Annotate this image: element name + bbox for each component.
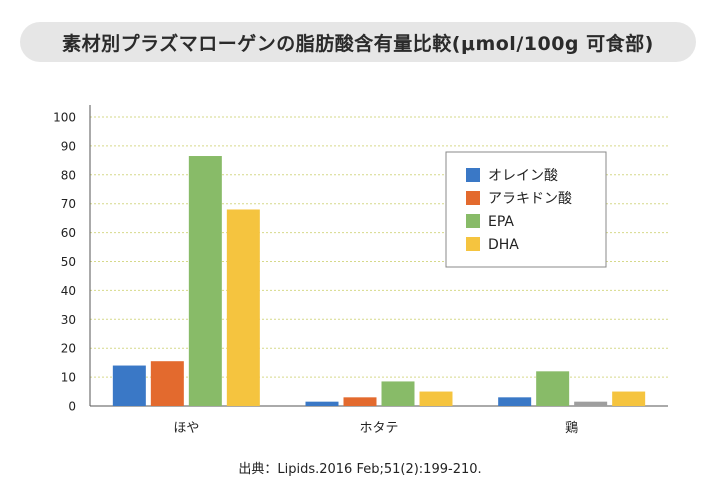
- chart-title: 素材別プラズマローゲンの脂肪酸含有量比較(μmol/100g 可食部): [20, 22, 696, 62]
- y-tick-label: 60: [61, 226, 76, 240]
- legend-swatch: [466, 214, 480, 228]
- legend-label: オレイン酸: [488, 168, 558, 184]
- bars: [112, 156, 646, 406]
- y-tick-label: 50: [61, 255, 76, 269]
- bar: [226, 209, 260, 406]
- legend-label: DHA: [488, 237, 519, 253]
- bar: [343, 397, 377, 406]
- legend-label: EPA: [488, 214, 514, 230]
- x-tick-label: ホタテ: [359, 421, 398, 436]
- legend-swatch: [466, 168, 480, 182]
- tick-labels: 0 10 20 30 40 50 60 70 80 90 100 ほや ホタテ 鶏: [53, 111, 578, 437]
- bar: [574, 401, 608, 406]
- bar: [612, 391, 646, 406]
- y-tick-label: 10: [61, 371, 76, 385]
- bar: [305, 401, 339, 406]
- legend-swatch: [466, 237, 480, 251]
- legend-swatch: [466, 191, 480, 205]
- y-tick-label: 80: [61, 168, 76, 182]
- source-citation: 出典：Lipids.2016 Feb;51(2):199-210.: [238, 462, 482, 477]
- bar: [150, 361, 184, 406]
- legend-label: アラキドン酸: [488, 191, 572, 207]
- x-tick-label: ほや: [173, 421, 199, 436]
- y-tick-label: 30: [61, 313, 76, 327]
- x-tick-label: 鶏: [565, 421, 578, 436]
- axes: [89, 105, 668, 407]
- y-tick-label: 40: [61, 284, 76, 298]
- bar: [188, 156, 222, 406]
- y-tick-label: 20: [61, 342, 76, 356]
- y-tick-label: 70: [61, 197, 76, 211]
- y-tick-label: 0: [68, 400, 76, 414]
- bar: [112, 365, 146, 406]
- y-tick-label: 100: [53, 111, 76, 125]
- bar: [536, 371, 570, 406]
- y-tick-label: 90: [61, 139, 76, 153]
- bar: [498, 397, 532, 406]
- bar: [381, 381, 415, 406]
- bar: [419, 391, 453, 406]
